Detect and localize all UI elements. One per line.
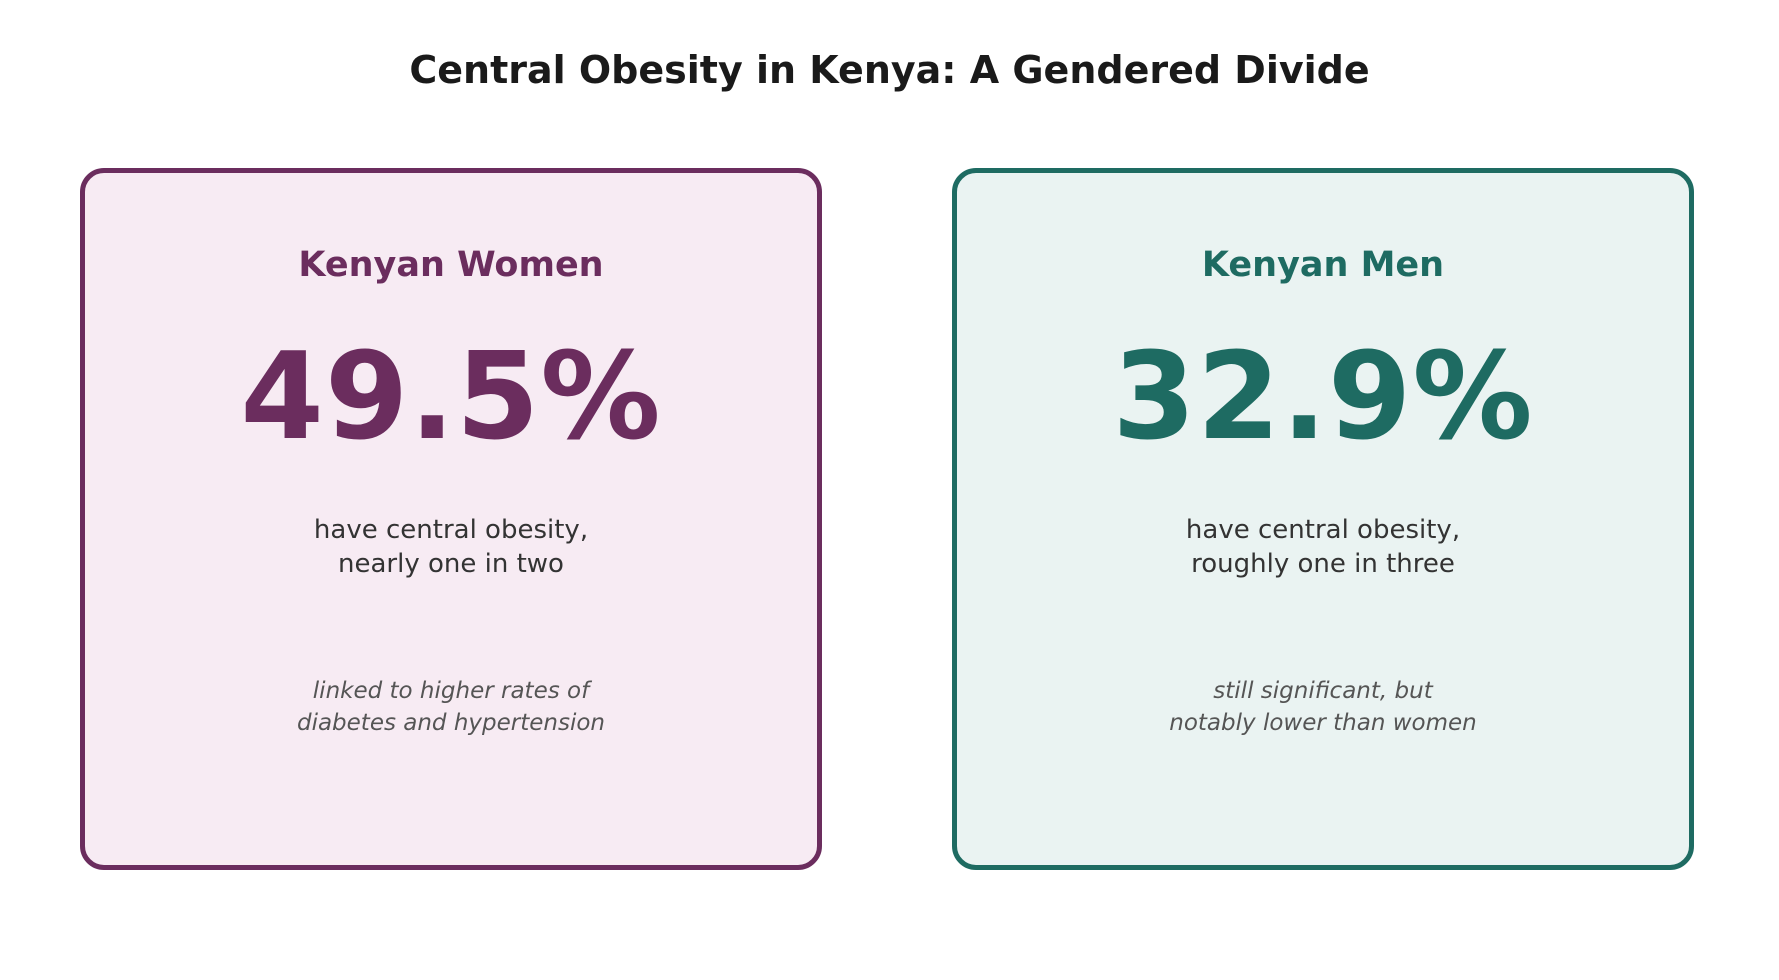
note-line: notably lower than women [1169,710,1477,736]
card-heading-men: Kenyan Men [1201,245,1445,285]
description-line: have central obesity, [313,515,589,545]
men-stat-card: Kenyan Men 32.9% have central obesity, r… [952,168,1694,870]
stat-note-men: still significant, but notably lower tha… [957,675,1689,739]
note-line: still significant, but [1213,678,1433,704]
women-stat-card: Kenyan Women 49.5% have central obesity,… [80,168,822,870]
page-title: Central Obesity in Kenya: A Gendered Div… [409,48,1370,92]
stat-description-men: have central obesity, roughly one in thr… [957,513,1689,581]
stat-value-women: 49.5% [240,328,662,467]
stat-note-women: linked to higher rates of diabetes and h… [85,675,817,739]
stat-value-men: 32.9% [1112,328,1534,467]
card-heading-women: Kenyan Women [298,245,604,285]
description-line: nearly one in two [338,549,564,579]
note-line: diabetes and hypertension [296,710,606,736]
description-line: have central obesity, [1185,515,1461,545]
note-line: linked to higher rates of [312,678,590,704]
description-line: roughly one in three [1191,549,1455,579]
stat-description-women: have central obesity, nearly one in two [85,513,817,581]
